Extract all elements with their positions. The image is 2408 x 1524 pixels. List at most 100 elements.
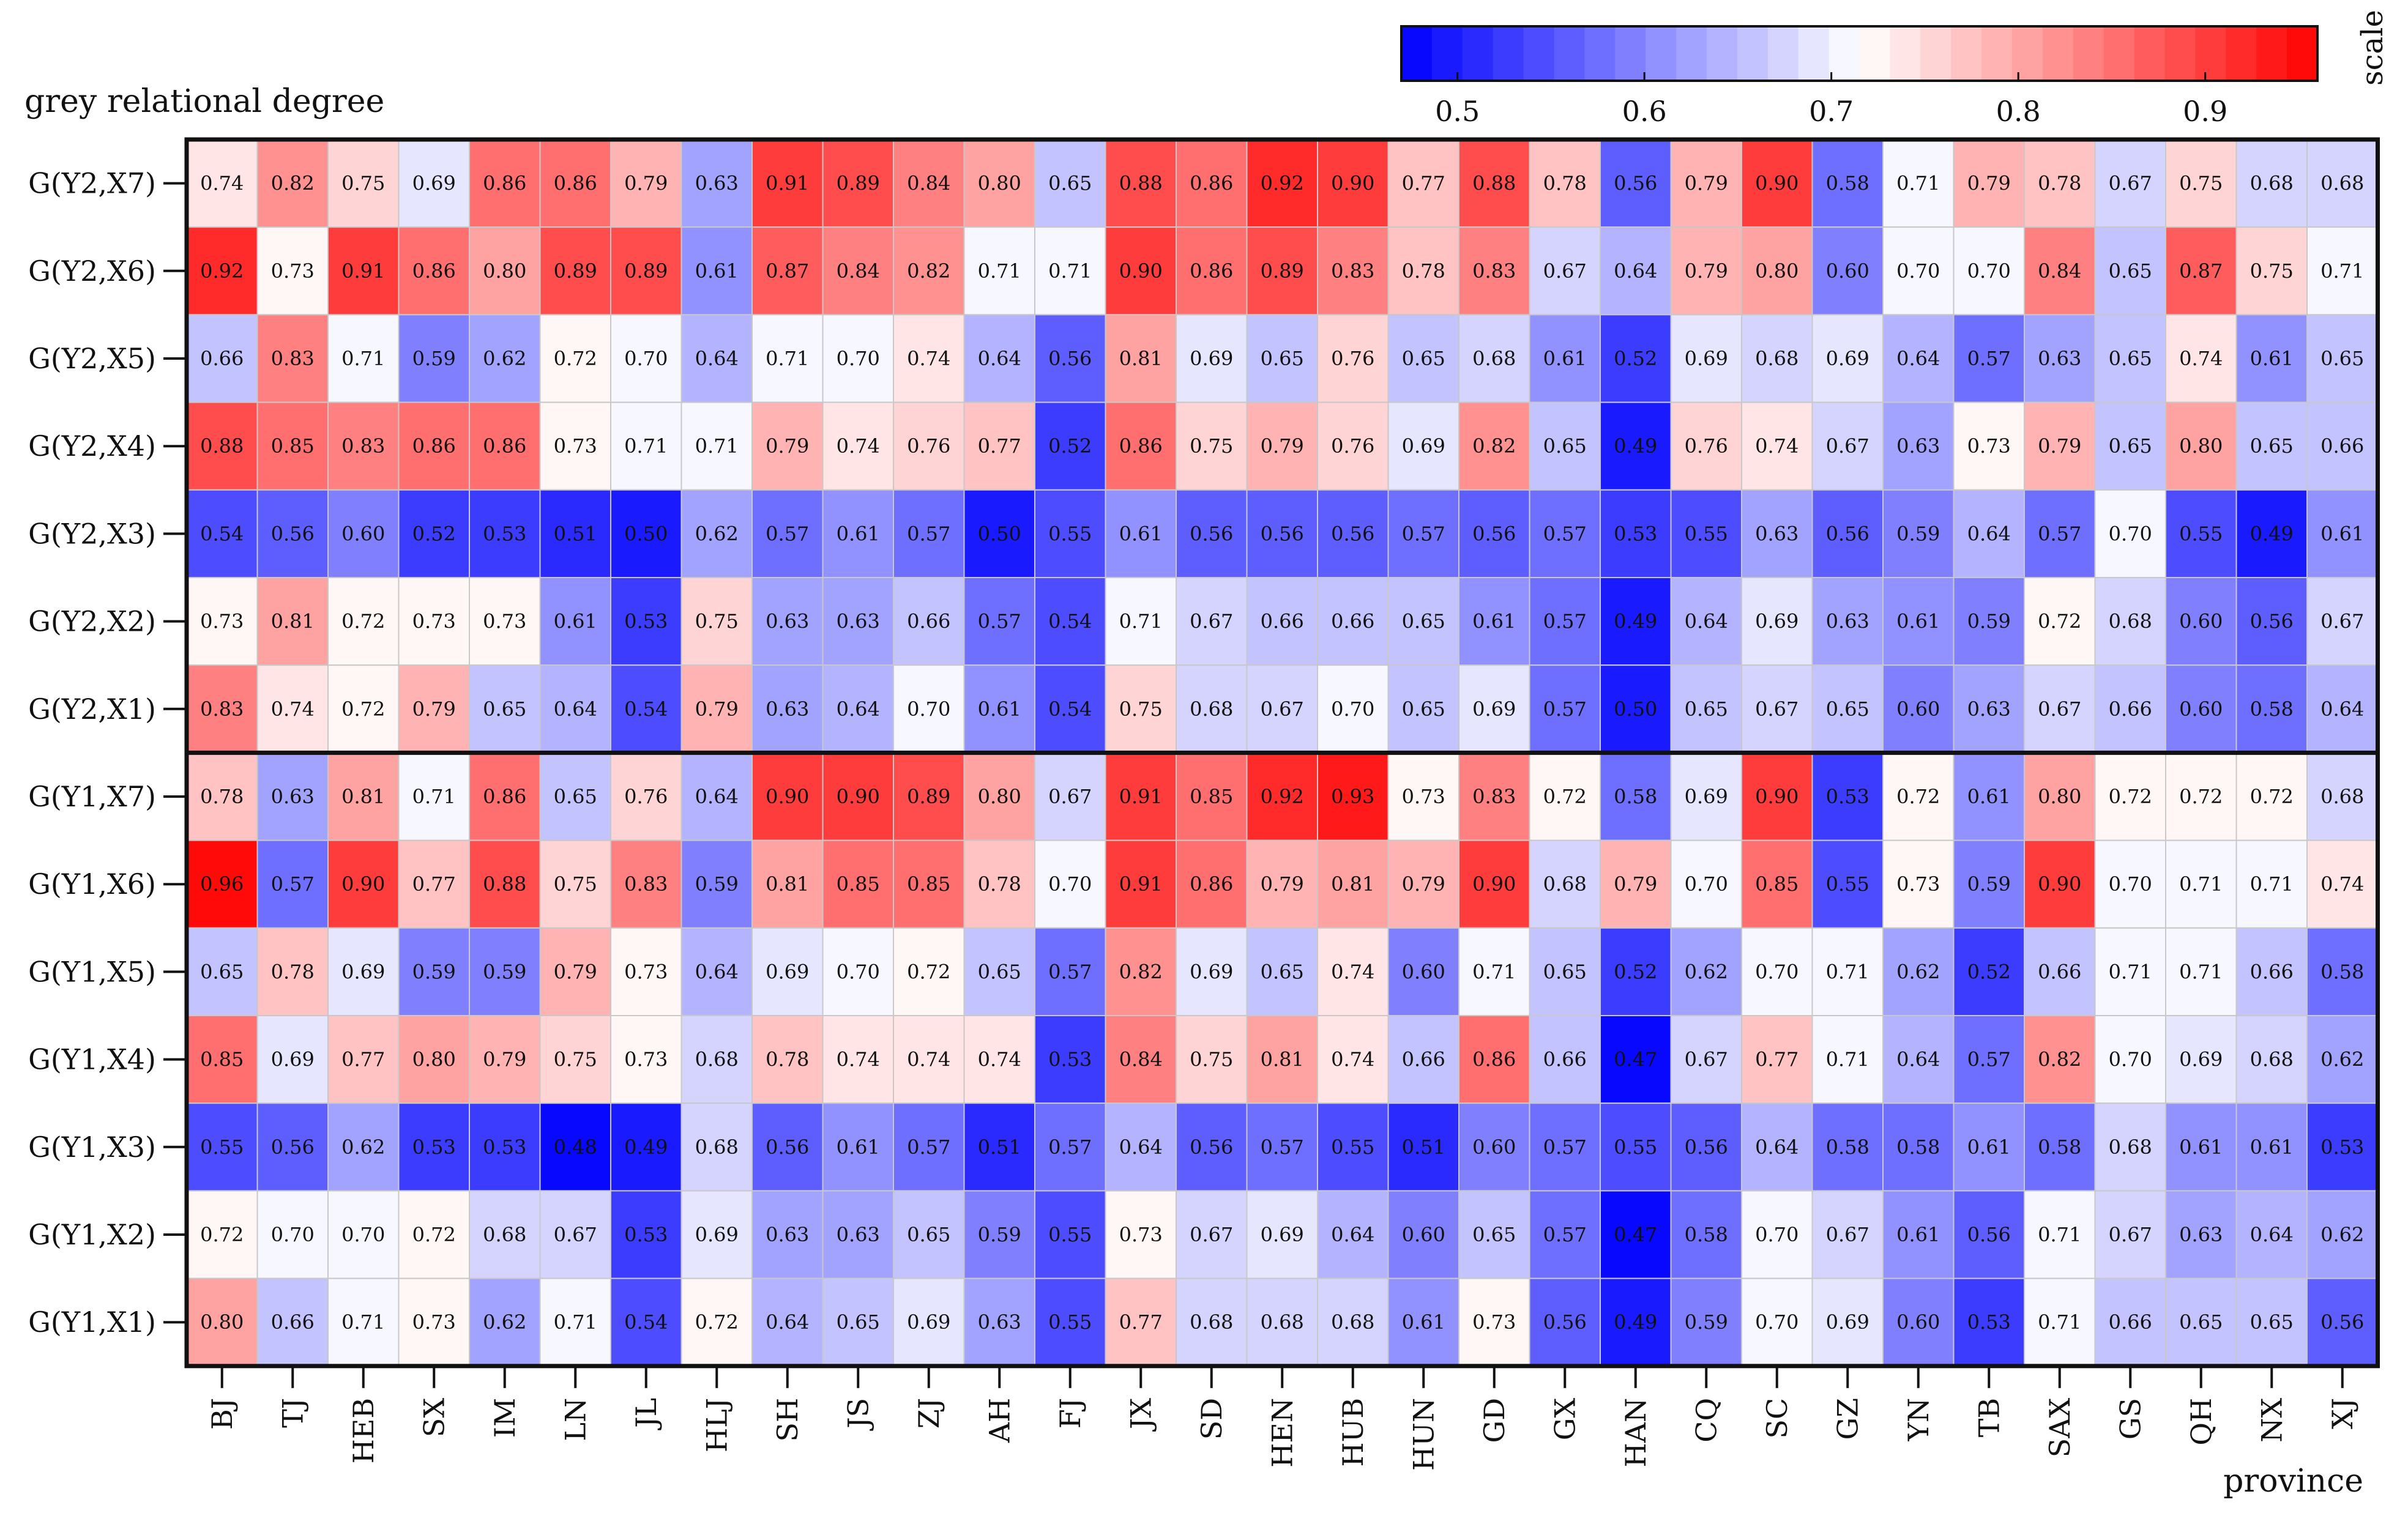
heatmap-cell	[398, 314, 470, 403]
cell-value-label: 0.65	[1543, 960, 1587, 983]
cell-value-label: 0.71	[978, 259, 1021, 283]
heatmap-cell	[751, 752, 824, 841]
cell-value-label: 0.71	[341, 347, 385, 370]
cell-value-label: 0.89	[1261, 259, 1304, 283]
colorbar-segment	[1920, 26, 1951, 81]
cell-value-label: 0.64	[1685, 610, 1728, 633]
heatmap-cell	[2094, 401, 2166, 491]
heatmap-cell	[1317, 752, 1389, 841]
heatmap-cell	[256, 489, 329, 578]
cell-value-label: 0.54	[624, 1310, 668, 1334]
cell-value-label: 0.79	[2038, 434, 2081, 458]
heatmap-cell	[327, 489, 400, 578]
cell-value-label: 0.79	[483, 1048, 526, 1071]
heatmap-cell	[2235, 401, 2308, 491]
heatmap-cell	[1246, 1102, 1318, 1192]
heatmap-cell	[539, 1015, 611, 1104]
cell-value-label: 0.86	[483, 785, 526, 808]
column-label: SC	[1761, 1398, 1794, 1439]
cell-value-label: 0.90	[837, 785, 880, 808]
cell-value-label: 0.57	[978, 610, 1021, 633]
heatmap-cell	[2165, 1190, 2237, 1279]
cell-value-label: 0.79	[624, 172, 668, 195]
colorbar-segment	[1767, 26, 1799, 81]
cell-value-label: 0.81	[1119, 347, 1163, 370]
cell-value-label: 0.72	[2250, 785, 2294, 808]
heatmap-cell	[1741, 226, 1813, 316]
cell-value-label: 0.61	[1896, 1223, 1940, 1246]
heatmap-cell	[1246, 226, 1318, 316]
cell-value-label: 0.74	[271, 697, 315, 721]
cell-value-label: 0.66	[1261, 610, 1304, 633]
cell-value-label: 0.57	[271, 872, 315, 896]
heatmap-cell	[1882, 1277, 1955, 1367]
cell-value-label: 0.85	[907, 872, 950, 896]
row-label: G(Y1,X1)	[28, 1306, 156, 1339]
row-label: G(Y2,X4)	[28, 429, 156, 463]
cell-value-label: 0.72	[695, 1310, 739, 1334]
cell-value-label: 0.67	[1048, 785, 1092, 808]
cell-value-label: 0.61	[2179, 1136, 2223, 1159]
heatmap-cell	[2024, 139, 2096, 228]
column-label: HUB	[1336, 1398, 1370, 1467]
cell-value-label: 0.65	[1472, 1223, 1516, 1246]
cell-value-label: 0.77	[1755, 1048, 1799, 1071]
cell-value-label: 0.85	[271, 434, 315, 458]
heatmap-cell	[1529, 1277, 1601, 1367]
cell-value-label: 0.51	[978, 1136, 1021, 1159]
heatmap-cell	[1600, 664, 1672, 754]
colorbar-segment	[2287, 26, 2318, 81]
heatmap-cell	[1882, 401, 1955, 491]
cell-value-label: 0.68	[695, 1048, 739, 1071]
column-label: IM	[488, 1398, 521, 1438]
heatmap-cell	[256, 401, 329, 491]
cell-value-label: 0.55	[200, 1136, 244, 1159]
heatmap-cell	[1882, 139, 1955, 228]
heatmap-cell	[963, 1277, 1035, 1367]
cell-value-label: 0.84	[837, 259, 880, 283]
heatmap-cell	[1600, 489, 1672, 578]
heatmap-cell	[1034, 1190, 1106, 1279]
heatmap-cell	[2306, 664, 2379, 754]
cell-value-label: 0.60	[2179, 610, 2223, 633]
heatmap-cell	[539, 314, 611, 403]
cell-value-label: 0.61	[695, 259, 739, 283]
heatmap-cell	[256, 1277, 329, 1367]
cell-value-label: 0.57	[1048, 1136, 1092, 1159]
cell-value-label: 0.59	[412, 960, 456, 983]
heatmap-cell	[2094, 226, 2166, 316]
heatmap-cell	[2024, 577, 2096, 666]
cell-value-label: 0.57	[1967, 347, 2011, 370]
cell-value-label: 0.65	[1402, 347, 1445, 370]
cell-value-label: 0.75	[1190, 434, 1233, 458]
row-label: G(Y1,X3)	[28, 1131, 156, 1164]
cell-value-label: 0.69	[766, 960, 809, 983]
colorbar-segment	[1737, 26, 1769, 81]
heatmap-cell	[539, 489, 611, 578]
heatmap-cell	[1458, 139, 1530, 228]
cell-value-label: 0.89	[554, 259, 597, 283]
heatmap-cell	[2024, 489, 2096, 578]
heatmap-cell	[469, 401, 541, 491]
heatmap-cell	[1317, 927, 1389, 1017]
colorbar-segment	[2042, 26, 2074, 81]
cell-value-label: 0.63	[2038, 347, 2081, 370]
heatmap-cell	[186, 139, 258, 228]
cell-value-label: 0.68	[1190, 697, 1233, 721]
cell-value-label: 0.58	[1896, 1136, 1940, 1159]
cell-value-label: 0.66	[2109, 1310, 2152, 1334]
heatmap-cell	[822, 664, 894, 754]
colorbar-segment	[1584, 26, 1616, 81]
heatmap-cell	[1811, 489, 1884, 578]
cell-value-label: 0.90	[1331, 172, 1374, 195]
heatmap-cell	[539, 139, 611, 228]
heatmap-cell	[1317, 401, 1389, 491]
cell-value-label: 0.79	[1614, 872, 1657, 896]
cell-value-label: 0.68	[1472, 347, 1516, 370]
cell-value-label: 0.77	[412, 872, 456, 896]
cell-value-label: 0.71	[412, 785, 456, 808]
cell-value-label: 0.50	[1614, 697, 1657, 721]
cell-value-label: 0.80	[978, 785, 1021, 808]
cell-value-label: 0.79	[554, 960, 597, 983]
heatmap-cell	[1529, 226, 1601, 316]
